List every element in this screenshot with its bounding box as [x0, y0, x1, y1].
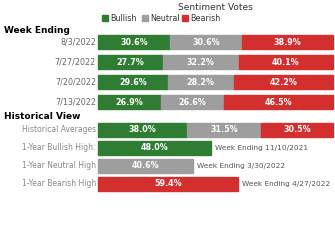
Text: 28.2%: 28.2% [187, 77, 215, 87]
Text: Bearish: Bearish [190, 13, 220, 22]
Text: 8/3/2022: 8/3/2022 [60, 38, 96, 47]
Bar [261, 123, 333, 137]
Text: Week Ending 3/30/2022: Week Ending 3/30/2022 [197, 163, 285, 169]
Text: 7/27/2022: 7/27/2022 [55, 58, 96, 66]
Text: 26.6%: 26.6% [179, 98, 206, 107]
Text: Bullish: Bullish [110, 13, 136, 22]
Bar [182, 15, 188, 21]
Text: 30.5%: 30.5% [283, 125, 311, 135]
Text: Historical Averages: Historical Averages [22, 125, 96, 135]
Bar [98, 159, 193, 173]
Bar [102, 15, 108, 21]
Text: 1-Year Bearish High: 1-Year Bearish High [22, 179, 96, 189]
Bar [98, 123, 187, 137]
Bar [98, 177, 238, 191]
Bar [98, 35, 170, 49]
Bar [242, 35, 333, 49]
Text: 42.2%: 42.2% [269, 77, 297, 87]
Text: 29.6%: 29.6% [119, 77, 147, 87]
Text: 40.1%: 40.1% [272, 58, 300, 66]
Text: Sentiment Votes: Sentiment Votes [178, 2, 253, 11]
Text: 32.2%: 32.2% [187, 58, 215, 66]
Bar [234, 75, 333, 89]
Bar [142, 15, 148, 21]
Text: 26.9%: 26.9% [116, 98, 143, 107]
Bar [98, 141, 211, 155]
Bar [187, 123, 261, 137]
Bar [163, 55, 239, 69]
Bar [98, 75, 168, 89]
Text: 38.9%: 38.9% [274, 38, 302, 47]
Text: 1-Year Neutral High: 1-Year Neutral High [22, 162, 96, 170]
Text: 7/13/2022: 7/13/2022 [55, 98, 96, 107]
Text: Neutral: Neutral [150, 13, 180, 22]
Text: Week Ending 4/27/2022: Week Ending 4/27/2022 [242, 181, 330, 187]
Bar [98, 95, 161, 109]
Text: Week Ending 11/10/2021: Week Ending 11/10/2021 [215, 145, 308, 151]
Bar [239, 55, 333, 69]
Text: 31.5%: 31.5% [210, 125, 238, 135]
Text: Week Ending: Week Ending [4, 26, 70, 34]
Text: 30.6%: 30.6% [192, 38, 220, 47]
Bar [168, 75, 234, 89]
Bar [224, 95, 333, 109]
Bar [170, 35, 242, 49]
Text: 38.0%: 38.0% [129, 125, 156, 135]
Text: 46.5%: 46.5% [265, 98, 292, 107]
Text: 7/20/2022: 7/20/2022 [55, 77, 96, 87]
Text: 30.6%: 30.6% [120, 38, 148, 47]
Text: 27.7%: 27.7% [117, 58, 144, 66]
Text: 40.6%: 40.6% [132, 162, 159, 170]
Text: 59.4%: 59.4% [154, 179, 182, 189]
Text: 1-Year Bullish High:: 1-Year Bullish High: [22, 143, 96, 152]
Bar [98, 55, 163, 69]
Bar [161, 95, 224, 109]
Text: Historical View: Historical View [4, 112, 80, 120]
Text: 48.0%: 48.0% [140, 143, 168, 152]
